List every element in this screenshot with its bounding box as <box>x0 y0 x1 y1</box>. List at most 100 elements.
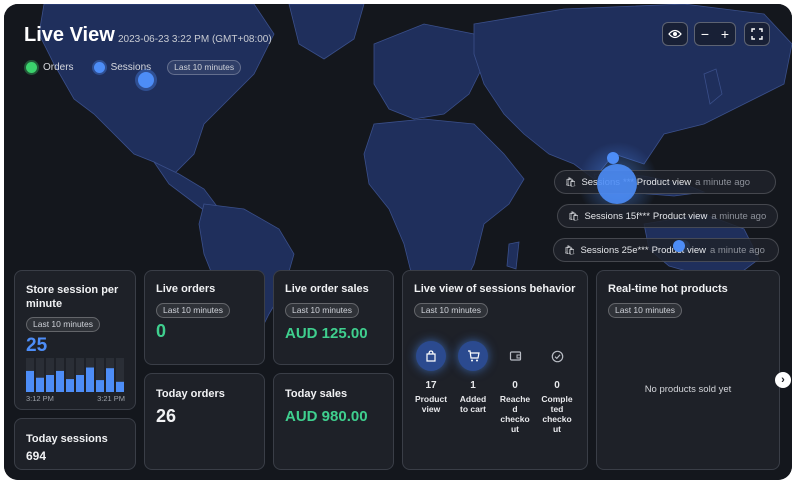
step-count: 17 <box>425 380 437 391</box>
live-orders-value: 0 <box>156 321 167 341</box>
bar-track <box>36 358 44 392</box>
step-label: ut <box>510 424 520 434</box>
step-label: Reache <box>499 394 531 404</box>
bag-icon: 🛍 <box>568 210 580 221</box>
time-range-pill: Last 10 minutes <box>167 60 242 75</box>
today-sessions-value: 694 <box>26 449 47 463</box>
behavior-step-completed-checkout: 0 Comple ted checko ut <box>540 380 574 435</box>
step-label: Added <box>459 394 487 404</box>
sessions-legend-label: Sessions <box>110 62 152 73</box>
behavior-step-added-to-cart: 1 Added to cart <box>456 380 490 415</box>
eye-icon <box>668 29 682 39</box>
card-title: Today sales <box>285 388 348 400</box>
session-bubble-australia-small[interactable] <box>673 240 685 252</box>
behavior-step-product-view: 17 Product view <box>414 380 448 415</box>
bar-track <box>116 358 124 392</box>
hot-products-card: Real-time hot products Last 10 minutes N… <box>596 270 780 470</box>
session-bubble-asia[interactable] <box>607 152 619 164</box>
continent-europe <box>373 23 485 120</box>
live-order-sales-value: AUD 125.00 <box>285 325 368 342</box>
today-sales-value: AUD 980.00 <box>285 408 368 425</box>
session-count: 25 <box>26 335 48 356</box>
today-orders-value: 26 <box>156 406 177 426</box>
checkout-icon <box>500 341 530 371</box>
card-title: Today orders <box>156 388 225 400</box>
step-label: checko <box>500 414 530 424</box>
session-bubble-north-america[interactable] <box>138 72 154 88</box>
session-bar <box>66 379 74 392</box>
empty-state-text: No products sold yet <box>644 384 732 395</box>
cart-icon <box>458 341 488 371</box>
map-legend: Orders Sessions Last 10 minutes <box>26 60 242 75</box>
session-bar <box>26 370 34 392</box>
today-orders-card: Today orders 26 <box>144 373 265 470</box>
step-label: ut <box>552 424 562 434</box>
bag-icon: 🛍 <box>564 244 576 255</box>
step-label: ted <box>550 404 564 414</box>
zoom-out-button[interactable]: − <box>700 26 710 42</box>
card-title: Today sessions <box>26 433 108 445</box>
today-sessions-card: Today sessions 694 <box>14 418 136 470</box>
time-range-pill: Last 10 minutes <box>414 303 489 318</box>
store-session-card: Store session per minute Last 10 minutes… <box>14 270 136 410</box>
product-view-icon <box>416 341 446 371</box>
chevron-right-icon: › <box>781 374 785 386</box>
session-bar <box>56 370 64 392</box>
session-bar-chart <box>26 358 124 392</box>
timestamp: 2023-06-23 3:22 PM (GMT+08:00) <box>118 34 272 45</box>
card-title-line1: Store session per <box>26 284 119 296</box>
session-label: Sessions 15f*** <box>584 210 650 222</box>
step-count: 0 <box>554 380 560 391</box>
step-label: Product <box>414 394 448 404</box>
session-product: *** Product view <box>623 176 692 188</box>
card-title: Live order sales <box>285 283 369 295</box>
session-feed-item[interactable]: 🛍 Sessions 15f*** Product view a minute … <box>557 204 778 228</box>
card-title: Live view of sessions behavior <box>414 283 576 295</box>
orders-legend-label: Orders <box>43 62 74 73</box>
session-bar <box>76 375 84 392</box>
time-range-pill: Last 10 minutes <box>608 303 683 318</box>
zoom-in-button[interactable]: + <box>720 26 730 42</box>
scroll-right-button[interactable]: › <box>775 372 791 388</box>
session-bar <box>96 380 104 392</box>
step-label: d <box>512 404 518 414</box>
axis-end-label: 3:21 PM <box>97 394 125 403</box>
fullscreen-icon <box>751 28 763 40</box>
step-count: 0 <box>512 380 518 391</box>
time-range-pill: Last 10 minutes <box>156 303 231 318</box>
session-time: a minute ago <box>709 244 765 256</box>
session-product: Product view <box>652 210 708 222</box>
session-bar <box>86 367 94 392</box>
step-label: view <box>421 404 441 414</box>
live-view-panel: Live View 2023-06-23 3:22 PM (GMT+08:00)… <box>4 4 792 480</box>
page-title: Live View <box>24 24 115 46</box>
session-feed-item[interactable]: 🛍 Sessions *** Product view a minute ago <box>554 170 776 194</box>
fullscreen-button[interactable] <box>744 22 770 46</box>
card-title: Live orders <box>156 283 216 295</box>
sessions-behavior-card: Live view of sessions behavior Last 10 m… <box>402 270 588 470</box>
session-bubble-southeast-asia[interactable] <box>597 164 637 204</box>
time-range-pill: Last 10 minutes <box>26 317 101 332</box>
bag-icon: 🛍 <box>565 176 577 187</box>
session-time: a minute ago <box>711 210 767 222</box>
behavior-step-reached-checkout: 0 Reache d checko ut <box>498 380 532 435</box>
live-orders-card: Live orders Last 10 minutes 0 <box>144 270 265 365</box>
today-sales-card: Today sales AUD 980.00 <box>273 373 394 470</box>
session-feed-item[interactable]: 🛍 Sessions 25e*** Product view a minute … <box>553 238 779 262</box>
sessions-legend-dot <box>93 62 105 73</box>
card-title: Real-time hot products <box>608 283 728 295</box>
orders-legend-dot <box>26 62 37 73</box>
bar-track <box>66 358 74 392</box>
time-range-pill: Last 10 minutes <box>285 303 360 318</box>
session-label: Sessions 25e*** <box>580 244 649 256</box>
greenland <box>288 4 365 60</box>
step-count: 1 <box>470 380 476 391</box>
check-circle-icon <box>542 341 572 371</box>
session-bar <box>46 375 54 392</box>
step-label: checko <box>542 414 572 424</box>
session-bar <box>106 368 114 392</box>
live-order-sales-card: Live order sales Last 10 minutes AUD 125… <box>273 270 394 365</box>
step-label: Comple <box>541 394 573 404</box>
visibility-toggle-button[interactable] <box>662 22 688 46</box>
axis-start-label: 3:12 PM <box>26 394 54 403</box>
